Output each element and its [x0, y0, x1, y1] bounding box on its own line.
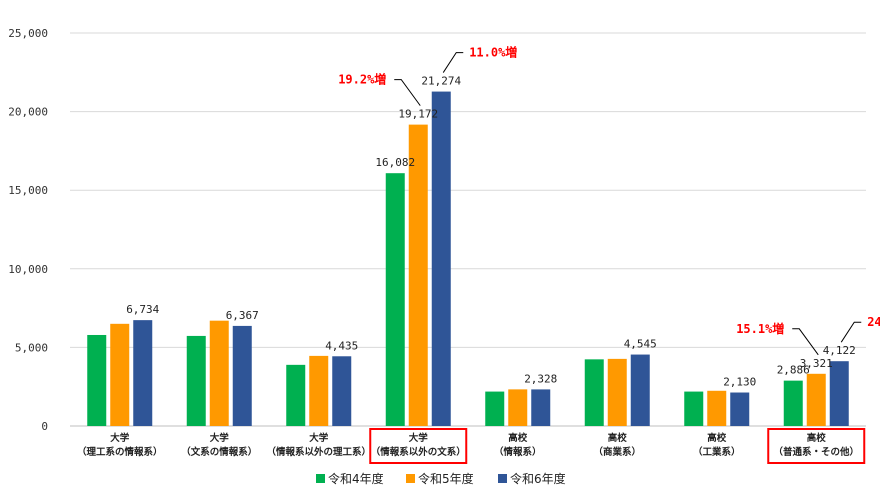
bar — [210, 321, 229, 426]
category-label: （文系の情報系） — [181, 446, 257, 458]
legend-label: 令和5年度 — [418, 471, 474, 486]
bar — [409, 125, 428, 426]
category-label: （理工系の情報系） — [77, 446, 163, 458]
category-label: 高校 — [608, 432, 628, 444]
bar — [332, 356, 351, 426]
y-axis: 0 5,000 10,000 15,000 20,000 25,000 — [8, 27, 48, 433]
annotation-text: 24.1%増 — [867, 314, 880, 329]
data-label: 4,545 — [624, 338, 657, 351]
bar — [531, 389, 550, 426]
annotation-leader-line — [394, 80, 420, 106]
y-tick-label: 15,000 — [8, 184, 48, 197]
y-tick-label: 0 — [41, 420, 48, 433]
legend-swatch — [406, 474, 415, 483]
legend-swatch — [316, 474, 325, 483]
category-label: 大学 — [210, 432, 230, 444]
data-label: 2,328 — [524, 372, 557, 385]
bar — [309, 356, 328, 426]
annotation-text: 11.0%増 — [469, 45, 517, 60]
category-label: 高校 — [508, 432, 528, 444]
bar — [87, 335, 106, 426]
bar — [187, 336, 206, 426]
data-label: 2,130 — [723, 376, 756, 389]
bar — [286, 365, 305, 426]
annotation-leader-line — [443, 53, 463, 73]
category-label: 大学 — [110, 432, 130, 444]
bar — [707, 391, 726, 426]
annotation-text: 19.2%増 — [338, 72, 386, 87]
legend-label: 令和4年度 — [328, 471, 384, 486]
bar — [233, 326, 252, 426]
category-label: 高校 — [707, 432, 727, 444]
category-label: 大学 — [309, 432, 329, 444]
y-tick-label: 5,000 — [15, 341, 48, 354]
bar — [432, 92, 451, 426]
bar — [386, 173, 405, 426]
data-label: 6,367 — [226, 309, 259, 322]
bar — [110, 324, 129, 426]
data-label: 6,734 — [126, 303, 159, 316]
data-label: 4,122 — [823, 344, 856, 357]
annotation-text: 15.1%増 — [736, 321, 784, 336]
category-label: （情報系） — [494, 446, 542, 458]
data-label: 19,172 — [398, 108, 438, 121]
annotation-leader-line — [841, 322, 861, 342]
bar — [684, 392, 703, 426]
category-label: （情報系以外の理工系） — [266, 446, 371, 458]
bar — [730, 393, 749, 426]
data-label: 16,082 — [375, 156, 415, 169]
category-label: 大学 — [409, 432, 429, 444]
category-label: （情報系以外の文系） — [371, 446, 466, 458]
bar — [508, 389, 527, 426]
y-tick-label: 20,000 — [8, 106, 48, 119]
bar — [830, 361, 849, 426]
bar — [133, 320, 152, 426]
legend: 令和4年度 令和5年度 令和6年度 — [316, 471, 566, 486]
bar — [485, 392, 504, 426]
bar — [807, 374, 826, 426]
data-label: 21,274 — [421, 75, 461, 88]
bar — [585, 359, 604, 426]
bar — [631, 355, 650, 426]
y-tick-label: 10,000 — [8, 263, 48, 276]
legend-swatch — [498, 474, 507, 483]
y-tick-label: 25,000 — [8, 27, 48, 40]
data-label: 3,321 — [800, 357, 833, 370]
x-axis-categories: 大学 （理工系の情報系） 大学 （文系の情報系） 大学 （情報系以外の理工系） 大学 （情報系… — [77, 429, 864, 463]
category-label: 高校 — [807, 432, 827, 444]
bar — [784, 381, 803, 426]
legend-label: 令和6年度 — [510, 471, 566, 486]
category-label: （商業系） — [593, 446, 641, 458]
bar — [608, 359, 627, 426]
category-label: （普通系・その他） — [773, 446, 859, 458]
annotation-leader-line — [792, 329, 818, 355]
category-label: （工業系） — [693, 446, 741, 458]
data-label: 4,435 — [325, 339, 358, 352]
